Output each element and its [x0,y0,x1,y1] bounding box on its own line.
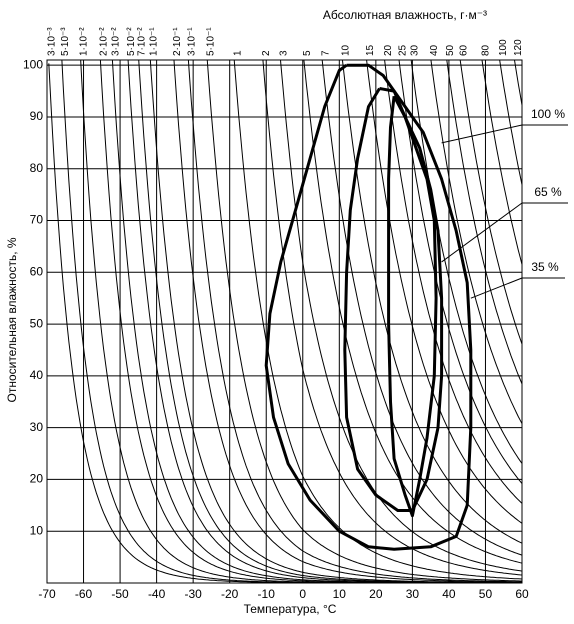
absolute-humidity-isoline [262,60,522,576]
top-axis-title: Абсолютная влажность, г·м⁻³ [323,8,487,22]
top-tick-label: 2·10⁻² [98,27,109,56]
y-tick-label: 60 [30,264,44,278]
absolute-humidity-isoline [61,60,522,583]
absolute-humidity-isoline [280,60,522,572]
y-axis-title: Относительная влажность, % [5,237,19,402]
top-tick-label: 40 [429,44,440,56]
top-tick-label: 2 [261,50,272,56]
y-tick-label: 20 [30,472,44,486]
absolute-humidity-isoline [206,60,522,582]
top-tick-label: 3·10⁻¹ [186,27,197,56]
leader-line [441,124,523,144]
absolute-humidity-isoline [481,60,522,265]
y-tick-label: 80 [30,161,44,175]
absolute-humidity-isoline [149,60,522,583]
absolute-humidity-isoline [321,60,522,556]
top-tick-label: 1·10⁻² [79,27,90,56]
top-tick-label: 3 [279,50,290,56]
absolute-humidity-isoline [410,60,522,464]
top-tick-label: 120 [513,39,524,56]
top-tick-label: 7·10⁻² [137,27,148,56]
x-tick-label: 30 [406,587,420,601]
top-tick-label: 5·10⁻¹ [205,27,216,56]
absolute-humidity-isoline [366,60,522,524]
x-tick-label: 40 [442,587,456,601]
absolute-humidity-isoline [446,60,522,385]
leader-line [441,202,523,263]
x-tick-label: 50 [479,587,493,601]
x-tick-label: -10 [258,587,276,601]
top-tick-label: 30 [409,44,420,56]
x-tick-label: 20 [369,587,383,601]
top-tick-label: 10 [341,44,352,56]
top-tick-label: 25 [397,44,408,56]
absolute-humidity-isoline [459,60,522,345]
top-tick-label: 80 [480,44,491,56]
top-tick-label: 3·10⁻³ [47,27,58,56]
leader-line [470,277,523,299]
x-tick-label: -50 [111,587,129,601]
absolute-humidity-isoline [233,60,522,580]
y-tick-label: 30 [30,420,44,434]
y-tick-label: 10 [30,523,44,537]
top-tick-label: 5·10⁻³ [60,27,71,56]
top-tick-label: 50 [445,44,456,56]
legend-label: 65 % [534,185,562,199]
absolute-humidity-isoline [384,60,522,504]
absolute-humidity-isoline [80,60,522,583]
absolute-humidity-isoline [173,60,522,583]
humidity-contour [264,63,473,551]
x-axis-title: Температура, °С [244,602,337,616]
top-tick-label: 1 [232,50,243,56]
absolute-humidity-isoline [513,60,522,106]
x-tick-label: 10 [333,587,347,601]
legend-label: 35 % [531,260,559,274]
x-tick-label: -30 [184,587,202,601]
legend-label: 100 % [531,107,565,121]
top-tick-label: 100 [498,39,509,56]
absolute-humidity-isoline [127,60,522,583]
x-tick-label: -40 [148,587,166,601]
y-tick-label: 100 [23,57,43,71]
plot-frame [46,59,523,584]
absolute-humidity-isoline [430,60,522,424]
absolute-humidity-isoline [398,60,522,484]
y-tick-label: 90 [30,109,44,123]
top-tick-label: 5 [302,50,313,56]
top-tick-label: 7 [320,50,331,56]
top-tick-label: 15 [365,44,376,56]
y-tick-label: 50 [30,316,44,330]
top-tick-label: 5·10⁻² [126,27,137,56]
y-tick-label: 70 [30,213,44,227]
absolute-humidity-isoline [499,60,522,185]
absolute-humidity-isoline [341,60,522,544]
x-tick-label: 0 [299,587,306,601]
top-tick-label: 60 [459,44,470,56]
top-tick-label: 20 [383,44,394,56]
x-tick-label: -20 [221,587,239,601]
top-tick-label: 1·10⁻¹ [148,27,159,56]
x-tick-label: 60 [515,587,529,601]
top-tick-label: 2·10⁻¹ [172,27,183,56]
humidity-contour [387,95,438,518]
absolute-humidity-isoline [187,60,522,583]
top-tick-label: 3·10⁻² [110,27,121,56]
x-tick-label: -60 [75,587,93,601]
y-tick-label: 40 [30,368,44,382]
x-tick-label: -70 [38,587,56,601]
